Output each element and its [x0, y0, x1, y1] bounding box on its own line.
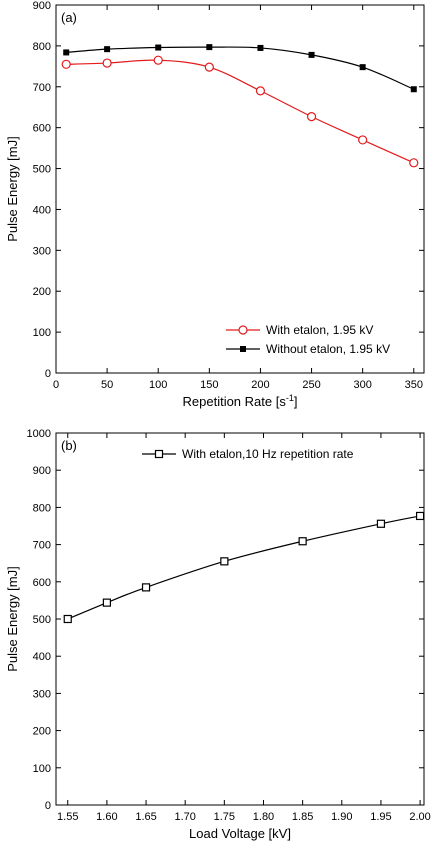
chart-panel-a: 0 50 100 150 200 250 300 350 0 100 200 300 400 500 600…	[5, 0, 425, 409]
data-point	[255, 86, 266, 96]
x-axis-label: Load Voltage [kV]	[189, 826, 291, 841]
x-axis-label-main: Repetition Rate [s	[183, 394, 287, 409]
y-tick-label: 800	[33, 41, 51, 53]
x-tick-label: 1.95	[370, 811, 391, 823]
x-tick-label: 1.65	[135, 811, 156, 823]
y-axis-label: Pulse Energy [mJ]	[5, 566, 20, 672]
y-tick-label: 100	[33, 327, 51, 339]
y-tick-label: 500	[33, 164, 51, 176]
data-point	[409, 158, 419, 168]
y-tick-label: 400	[33, 204, 51, 216]
series-line	[67, 515, 421, 620]
y-tick-label: 400	[33, 651, 51, 663]
series-1	[61, 55, 419, 168]
legend-label: With etalon, 1.95 kV	[266, 323, 373, 337]
x-tick-label: 1.55	[57, 811, 78, 823]
legend: With etalon,10 Hz repetition rate	[142, 447, 354, 461]
legend-label: With etalon,10 Hz repetition rate	[182, 447, 354, 461]
data-point	[257, 44, 264, 51]
data-point	[153, 55, 163, 65]
data-point	[358, 135, 368, 145]
data-point	[102, 58, 112, 68]
plot-frame	[55, 4, 425, 374]
x-axis-label-main: Load Voltage [kV]	[189, 826, 291, 841]
y-tick-label: 300	[33, 688, 51, 700]
y-tick-label: 200	[33, 286, 51, 298]
x-tick-label: 100	[149, 379, 167, 391]
data-point	[155, 44, 162, 51]
y-tick-label: 700	[33, 82, 51, 94]
x-tick-label: 250	[302, 379, 320, 391]
data-point	[63, 49, 70, 56]
y-tick-label: 300	[33, 245, 51, 257]
x-tick-label: 2.00	[409, 811, 430, 823]
y-tick-label: 600	[33, 577, 51, 589]
y-tick-label: 700	[33, 540, 51, 552]
y-tick-label: 900	[33, 0, 51, 12]
x-tick-label: 50	[101, 379, 113, 391]
legend-label: Without etalon, 1.95 kV	[266, 342, 390, 356]
data-point	[308, 51, 315, 58]
x-tick-label: 1.75	[214, 811, 235, 823]
legend-marker	[238, 325, 248, 335]
y-tick-label: 0	[45, 800, 51, 812]
data-point	[61, 59, 71, 69]
data-point	[298, 537, 307, 546]
y-tick-label: 500	[33, 614, 51, 626]
y-tick-label: 100	[33, 763, 51, 775]
data-point	[141, 583, 151, 592]
data-point	[415, 511, 425, 521]
plot-frame	[55, 432, 425, 806]
y-tick-label: 200	[33, 726, 51, 738]
series-line	[66, 59, 415, 164]
x-tick-label: 350	[405, 379, 423, 391]
x-axis-label-end: ]	[294, 394, 298, 409]
data-point	[359, 64, 366, 71]
data-point	[410, 86, 417, 93]
series-1	[63, 511, 425, 624]
y-tick-label: 900	[33, 465, 51, 477]
x-tick-label: 200	[251, 379, 269, 391]
panel-label: (b)	[61, 438, 77, 453]
x-axis-label: Repetition Rate [s-1]	[183, 393, 298, 409]
data-point	[104, 46, 111, 53]
x-tick-label: 0	[53, 379, 59, 391]
data-point	[102, 598, 111, 607]
legend-marker	[240, 346, 246, 352]
data-point	[63, 614, 72, 624]
series-line	[66, 46, 415, 90]
y-tick-label: 1000	[27, 428, 51, 440]
x-tick-label: 1.70	[174, 811, 195, 823]
panel-label: (a)	[61, 10, 77, 25]
legend: With etalon, 1.95 kV Without etalon, 1.95…	[226, 323, 390, 356]
y-tick-label: 0	[45, 368, 51, 380]
y-tick-label: 600	[33, 123, 51, 135]
y-axis-label: Pulse Energy [mJ]	[5, 136, 20, 242]
series-2	[63, 44, 417, 93]
data-point	[204, 62, 214, 72]
data-point	[220, 557, 229, 566]
data-point	[206, 44, 213, 51]
x-tick-label: 1.90	[331, 811, 352, 823]
data-point	[306, 112, 317, 122]
x-tick-label: 1.80	[253, 811, 274, 823]
x-tick-label: 150	[200, 379, 218, 391]
x-tick-label: 1.85	[292, 811, 313, 823]
data-point	[376, 519, 386, 528]
x-axis-label-sup: -1	[286, 393, 294, 403]
x-tick-label: 1.60	[96, 811, 117, 823]
x-tick-label: 300	[353, 379, 371, 391]
chart-panel-b: 1.55 1.60 1.65 1.70 1.75 1.80 1.85 1.90 1.95 2.00…	[5, 428, 431, 841]
legend-marker	[154, 449, 164, 459]
y-tick-label: 800	[33, 502, 51, 514]
